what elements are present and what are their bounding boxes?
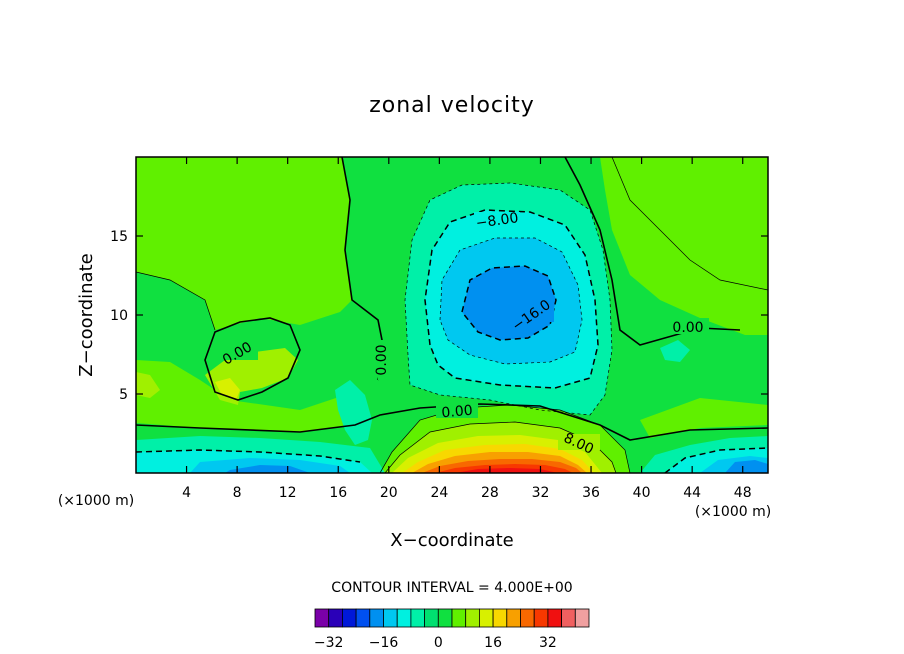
y-tick-label: 15: [110, 229, 128, 245]
colorbar-swatch: [328, 608, 343, 628]
colorbar-swatch: [506, 608, 521, 628]
x-tick-label: 40: [633, 485, 651, 501]
colorbar-tick-label: 16: [484, 635, 502, 651]
colorbar-swatch: [383, 608, 398, 628]
colorbar-swatch: [533, 608, 549, 628]
region-left-low: [136, 360, 355, 432]
y-tick-label: 10: [110, 308, 128, 324]
colorbar-swatch: [478, 608, 494, 628]
contour-label-bg: [667, 318, 709, 334]
colorbar-swatch: [369, 608, 384, 628]
colorbar-tick-label: 32: [539, 635, 557, 651]
colorbar-swatch: [424, 608, 439, 628]
contour-label-bg: [378, 340, 394, 380]
x-tick-label: 36: [582, 485, 600, 501]
x-tick-label: 20: [380, 485, 398, 501]
contour-label: 0.00: [441, 403, 473, 422]
region-upper-right: [600, 157, 768, 335]
contour-plus4-jet: [379, 404, 631, 473]
x-tick-label: 44: [683, 485, 701, 501]
x-tick-label: 24: [430, 485, 448, 501]
y-tick-label: 5: [119, 387, 128, 403]
contour-negative-bottom-left: [136, 449, 361, 463]
contour-label-bg: [558, 434, 600, 450]
x-axis: 4 8 12 16 20 24 28 32 36 40 44 48: [182, 157, 752, 501]
colorbar-swatch: [451, 608, 467, 628]
contour-interval-label: CONTOUR INTERVAL = 4.000E+00: [331, 580, 572, 596]
x-unit-right: (×1000 m): [695, 504, 771, 520]
negative-pocket-mid-left: [335, 380, 372, 445]
plot-area: [136, 157, 768, 473]
contour-plus4-left: [136, 271, 216, 331]
positive-blob-far-left: [136, 372, 160, 398]
contour-minus16: [461, 265, 557, 341]
jet-level-32: [455, 468, 558, 473]
colorbar-swatch: [437, 608, 453, 628]
colorbar-swatch: [492, 608, 508, 628]
contour-minus8: [424, 209, 599, 389]
x-tick-label: 4: [182, 485, 191, 501]
y-axis: 5 10 15: [110, 229, 768, 403]
y-axis-label: Z−coordinate: [76, 253, 97, 376]
contour-label: −8.00: [475, 210, 520, 232]
colorbar-swatch: [574, 608, 590, 628]
region-right-low: [640, 398, 768, 438]
colorbar-swatch: [561, 608, 576, 628]
colorbar-swatch: [520, 608, 535, 628]
colorbar-swatch: [547, 608, 563, 628]
x-tick-label: 16: [329, 485, 347, 501]
region-upper-left: [136, 157, 352, 330]
contour-negative-bottom-right: [664, 447, 768, 473]
negative-pocket-right: [660, 340, 690, 362]
negative-band-right-4: [725, 460, 768, 473]
x-tick-label: 32: [532, 485, 550, 501]
x-tick-label: 12: [279, 485, 297, 501]
colorbar-swatch: [355, 608, 371, 628]
colorbar-labels: −32 −16 0 16 32: [314, 635, 557, 651]
colorbar-swatch: [410, 608, 425, 628]
contour-plus8-jet: [384, 421, 617, 473]
contour-label-bg: [508, 306, 554, 322]
colorbar-tick-label: −16: [369, 635, 399, 651]
colorbar: [314, 608, 590, 628]
contour-label-bg: [436, 402, 478, 418]
colorbar-swatch: [465, 608, 480, 628]
negative-band-left-4: [225, 465, 310, 473]
contour-plus4-right: [611, 157, 768, 291]
contour-label: 0.00: [374, 344, 390, 375]
colorbar-swatch: [314, 608, 330, 628]
contour-minus12: [439, 237, 583, 365]
contour-label-bg: [474, 212, 520, 228]
x-axis-label: X−coordinate: [390, 530, 513, 551]
colorbar-swatch: [341, 608, 357, 628]
colorbar-tick-label: 0: [434, 635, 443, 651]
contour-label: 0.00: [672, 320, 703, 336]
positive-blob-left-core: [215, 378, 240, 400]
contour-label-bg: [216, 344, 258, 360]
x-tick-label: 8: [233, 485, 242, 501]
zero-contour-blob: [204, 317, 301, 401]
colorbar-tick-label: −32: [314, 635, 344, 651]
contour-minus4: [404, 182, 613, 416]
x-tick-label: 28: [481, 485, 499, 501]
chart-title: zonal velocity: [369, 93, 535, 118]
colorbar-swatch: [396, 608, 412, 628]
x-unit-left: (×1000 m): [58, 493, 134, 509]
x-tick-label: 48: [734, 485, 752, 501]
